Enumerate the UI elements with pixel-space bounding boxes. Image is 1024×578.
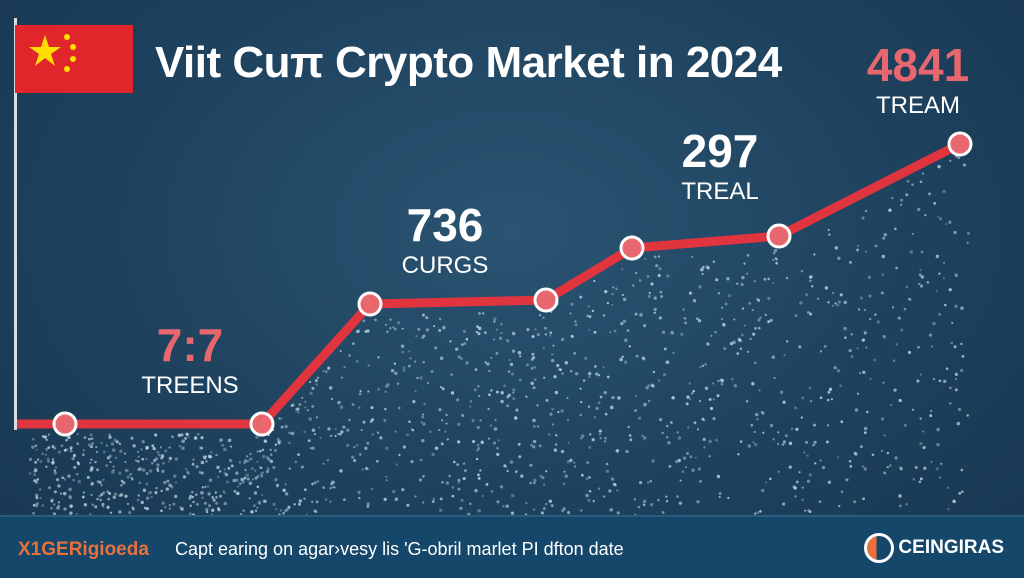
data-point [52, 411, 78, 437]
annotation-1: 7:7 TREENS [141, 322, 238, 400]
data-point [947, 131, 973, 157]
annotation-caption: CURGS [401, 252, 489, 279]
flag-stars [29, 34, 76, 72]
series-line [15, 139, 963, 429]
footer-brand: X1GERigioeda [18, 539, 149, 560]
annotation-2: 736 CURGS [402, 202, 489, 280]
footer-bar: X1GERigioeda Capt earing on agar›vesy li… [0, 515, 1024, 578]
data-point [357, 291, 383, 317]
data-point [533, 287, 559, 313]
vertical-axis-line [14, 18, 17, 430]
data-point [249, 411, 275, 437]
annotation-value: 736 [406, 199, 484, 251]
data-point [766, 223, 792, 249]
china-flag-icon [15, 25, 133, 93]
dot-field [28, 154, 970, 517]
annotation-caption: TREAL [681, 178, 759, 205]
chart-title: Viit Cuπ Crypto Market in 2024 [155, 38, 782, 87]
annotation-value: 297 [681, 125, 759, 177]
footer-logo: CEINGIRAS [864, 533, 1004, 563]
data-point [619, 235, 645, 261]
annotation-4: 4841 TREAM [867, 42, 969, 120]
annotation-3: 297 TREAL [681, 128, 758, 206]
annotation-value: 4841 [866, 39, 970, 91]
footer-tagline: Capt earing on agar›vesy lis 'G-obril ma… [175, 539, 624, 559]
annotation-value: 7:7 [156, 319, 224, 371]
logo-icon [864, 533, 895, 563]
annotation-caption: TREENS [141, 372, 239, 399]
logo-text: CEINGIRAS [898, 537, 1004, 558]
annotation-caption: TREAM [876, 92, 960, 119]
